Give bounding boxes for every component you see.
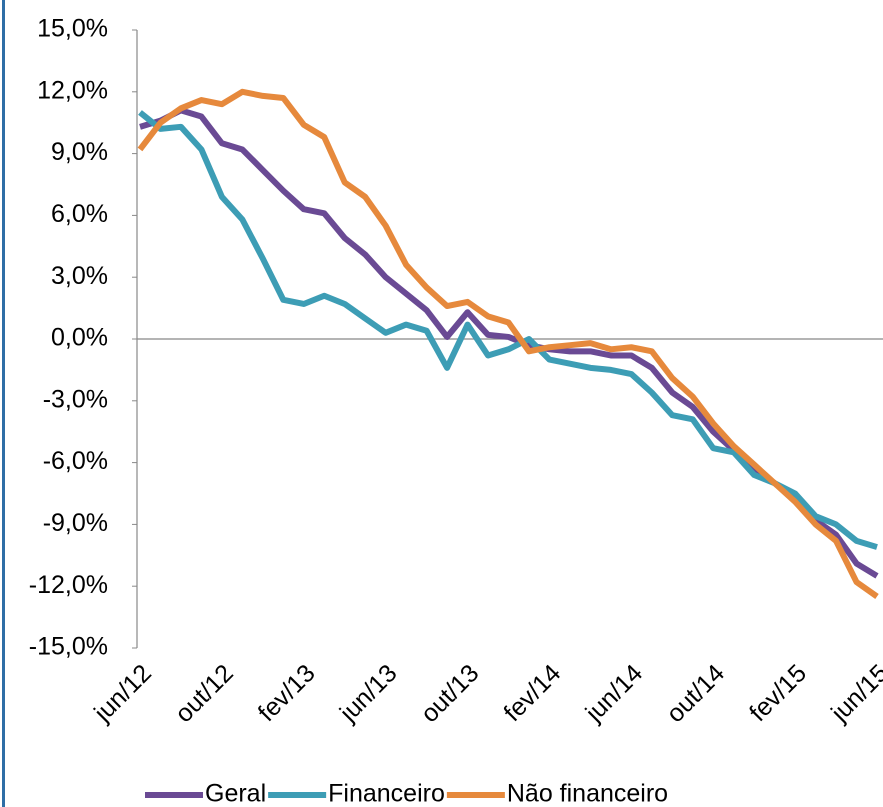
y-tick-label: -6,0% — [43, 447, 108, 475]
y-tick-label: -15,0% — [29, 633, 108, 661]
x-tick-label: out/13 — [416, 659, 485, 728]
x-tick-label: out/12 — [170, 659, 239, 728]
series-line — [139, 107, 879, 579]
y-tick-label: 3,0% — [51, 262, 108, 290]
series-line — [138, 110, 878, 550]
legend-label: Não financeiro — [507, 780, 668, 807]
page-border — [2, 0, 5, 807]
x-tick-label: jun/14 — [580, 659, 649, 728]
y-tick-label: 6,0% — [51, 200, 108, 228]
y-tick-label: -9,0% — [43, 509, 108, 537]
y-tick-label: -12,0% — [29, 571, 108, 599]
x-tick-label: fev/13 — [253, 659, 321, 727]
x-tick-label: out/14 — [661, 659, 730, 728]
series-line — [137, 88, 879, 599]
y-tick-label: -3,0% — [43, 385, 108, 413]
y-tick-label: 12,0% — [37, 76, 108, 104]
x-tick-label: jun/15 — [825, 659, 883, 728]
y-tick-label: 0,0% — [51, 324, 108, 352]
x-tick-label: fev/15 — [744, 659, 812, 727]
x-tick-label: jun/13 — [334, 659, 403, 728]
y-tick-label: 9,0% — [51, 138, 108, 166]
legend-label: Financeiro — [328, 780, 445, 807]
x-tick-label: fev/14 — [498, 659, 566, 727]
x-tick-label: jun/12 — [88, 659, 157, 728]
legend-label: Geral — [205, 780, 266, 807]
y-tick-label: 15,0% — [37, 15, 108, 43]
